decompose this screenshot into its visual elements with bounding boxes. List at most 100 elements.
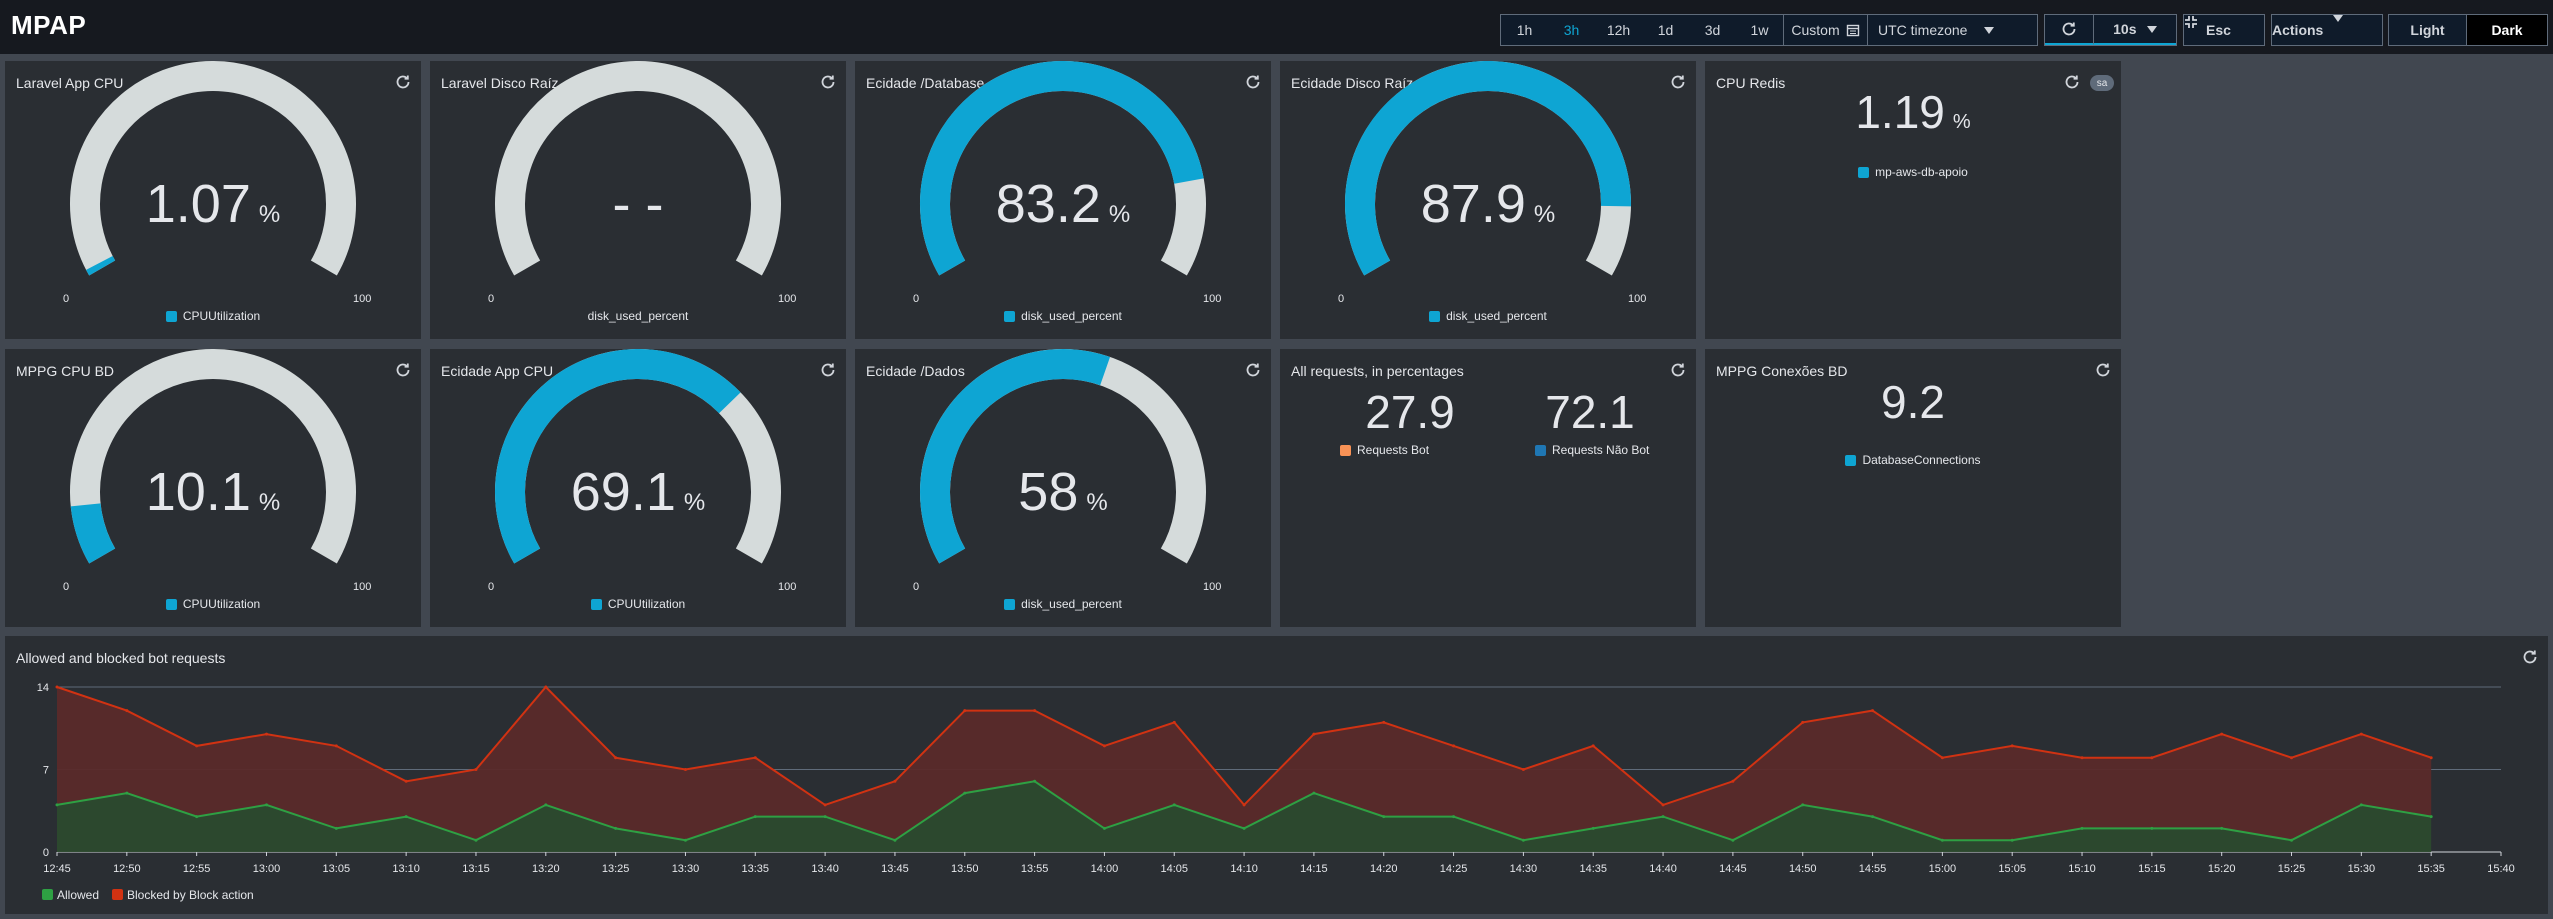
refresh-icon[interactable] (1669, 361, 1687, 379)
legend-item[interactable]: Requests Bot (1340, 443, 1429, 457)
refresh-icon[interactable] (2094, 361, 2112, 379)
legend-item[interactable]: disk_used_percent (855, 597, 1271, 611)
data-point-allowed (474, 838, 478, 842)
legend-item[interactable]: CPUUtilization (5, 597, 421, 611)
theme-dark-button[interactable]: Dark (2466, 15, 2547, 45)
x-tick-label: 14:05 (1160, 863, 1188, 875)
data-point-blocked (893, 779, 897, 783)
data-point-blocked (264, 732, 268, 736)
legend-swatch[interactable] (42, 889, 53, 900)
data-point-allowed (1591, 826, 1595, 830)
gauge-min-label: 0 (63, 293, 70, 305)
legend-swatch (590, 598, 602, 610)
range-1h-button[interactable]: 1h (1516, 22, 1533, 38)
metric-value: 9.2 (1881, 376, 1945, 428)
data-point-allowed (683, 838, 687, 842)
data-point-blocked (1871, 709, 1875, 713)
refresh-icon[interactable] (394, 361, 412, 379)
data-point-allowed (1940, 838, 1944, 842)
range-12h-button[interactable]: 12h (1606, 22, 1631, 38)
legend-label: disk_used_percent (1446, 309, 1547, 323)
refresh-icon (2062, 22, 2076, 36)
gauge-fill (920, 349, 1111, 564)
gauge-number: 10.1 (145, 462, 251, 522)
data-point-allowed (1661, 815, 1665, 819)
theme-light-button[interactable]: Light (2410, 22, 2445, 38)
gauge-value: 10.1% (5, 461, 421, 523)
range-1w-button[interactable]: 1w (1750, 22, 1769, 38)
x-tick-label: 14:20 (1370, 863, 1398, 875)
exit-fullscreen-button[interactable]: Esc (2183, 14, 2265, 46)
gauge-max-label: 100 (1203, 293, 1222, 305)
gauge-dial (495, 61, 781, 276)
refresh-button[interactable] (2045, 15, 2093, 45)
widget-title: Laravel App CPU (16, 75, 124, 91)
legend-item[interactable]: CPUUtilization (5, 309, 421, 323)
data-point-allowed (334, 826, 338, 830)
gauge-dial (920, 61, 1206, 276)
gauge-unit: % (258, 201, 281, 228)
legend-swatch[interactable] (112, 889, 123, 900)
custom-range-label: Custom (1791, 22, 1840, 38)
range-3h-button[interactable]: 3h (1563, 22, 1580, 38)
gauge-number: 69.1 (570, 462, 676, 522)
data-point-blocked (1172, 720, 1176, 724)
data-point-blocked (2150, 756, 2154, 760)
x-tick-label: 14:55 (1859, 863, 1887, 875)
gauge-unit: % (1108, 201, 1131, 228)
gauge-number: 58 (1018, 462, 1079, 522)
legend-item[interactable]: disk_used_percent (855, 309, 1271, 323)
chevron-down-icon (2146, 25, 2157, 33)
gauge-widget-ecidade-disco-raiz: Ecidade Disco Raíz 87.9% 0 100 disk_used_per… (1280, 61, 1696, 339)
refresh-interval-select[interactable]: 10s (2092, 15, 2176, 45)
x-tick-label: 14:35 (1579, 863, 1607, 875)
gauge-widget-ecidade-app-cpu: Ecidade App CPU 69.1% 0 100 CPUUtilization (430, 349, 846, 627)
gauge-fill (495, 349, 741, 564)
widget-title: CPU Redis (1716, 75, 1786, 91)
gauge-fill (920, 61, 1204, 276)
legend-swatch (1004, 310, 1016, 322)
refresh-icon[interactable] (2521, 648, 2539, 666)
data-point-allowed (404, 815, 408, 819)
range-1d-button[interactable]: 1d (1657, 22, 1674, 38)
requests-bot-value: 27.9 (1365, 386, 1455, 438)
legend-label[interactable]: Blocked by Block action (127, 888, 254, 902)
refresh-icon[interactable] (819, 73, 837, 91)
timezone-label: UTC timezone (1878, 22, 1968, 38)
refresh-icon[interactable] (1244, 361, 1262, 379)
number-widget-all-requests: All requests, in percentages 27.9 Reques… (1280, 349, 1696, 627)
actions-dropdown[interactable]: Actions (2271, 14, 2383, 46)
widget-title: Ecidade Disco Raíz (1291, 75, 1414, 91)
data-point-allowed (963, 791, 967, 795)
refresh-icon[interactable] (1244, 73, 1262, 91)
legend-item[interactable]: mp-aws-db-apoio (1705, 165, 2121, 179)
gauge-dial (495, 349, 781, 564)
refresh-icon[interactable] (394, 73, 412, 91)
legend-label: Requests Bot (1357, 443, 1430, 457)
legend-item[interactable]: Requests Não Bot (1535, 443, 1649, 457)
legend-item[interactable]: CPUUtilization (430, 597, 846, 611)
range-3d-button[interactable]: 3d (1704, 22, 1721, 38)
gauge-min-label: 0 (913, 293, 920, 305)
legend-label: disk_used_percent (587, 309, 689, 323)
timezone-select[interactable]: UTC timezone (1867, 15, 2004, 45)
legend-item[interactable]: disk_used_percent (430, 309, 846, 323)
custom-range-button[interactable]: Custom (1783, 15, 1867, 45)
refresh-icon[interactable] (1669, 73, 1687, 91)
x-tick-label: 13:40 (811, 863, 839, 875)
x-tick-label: 15:05 (1998, 863, 2026, 875)
refresh-icon[interactable] (819, 361, 837, 379)
data-point-blocked (1033, 709, 1037, 713)
legend-item[interactable]: DatabaseConnections (1705, 453, 2121, 467)
refresh-icon[interactable] (2063, 73, 2081, 91)
gauge-value: - - (430, 173, 846, 235)
gauge-min-label: 0 (1338, 293, 1345, 305)
legend-label[interactable]: Allowed (57, 888, 99, 902)
x-tick-label: 13:50 (951, 863, 979, 875)
x-tick-label: 15:40 (2487, 863, 2515, 875)
x-tick-label: 13:30 (672, 863, 700, 875)
data-point-allowed (1871, 815, 1875, 819)
data-point-blocked (2429, 756, 2433, 760)
data-point-allowed (264, 803, 268, 807)
legend-item[interactable]: disk_used_percent (1280, 309, 1696, 323)
